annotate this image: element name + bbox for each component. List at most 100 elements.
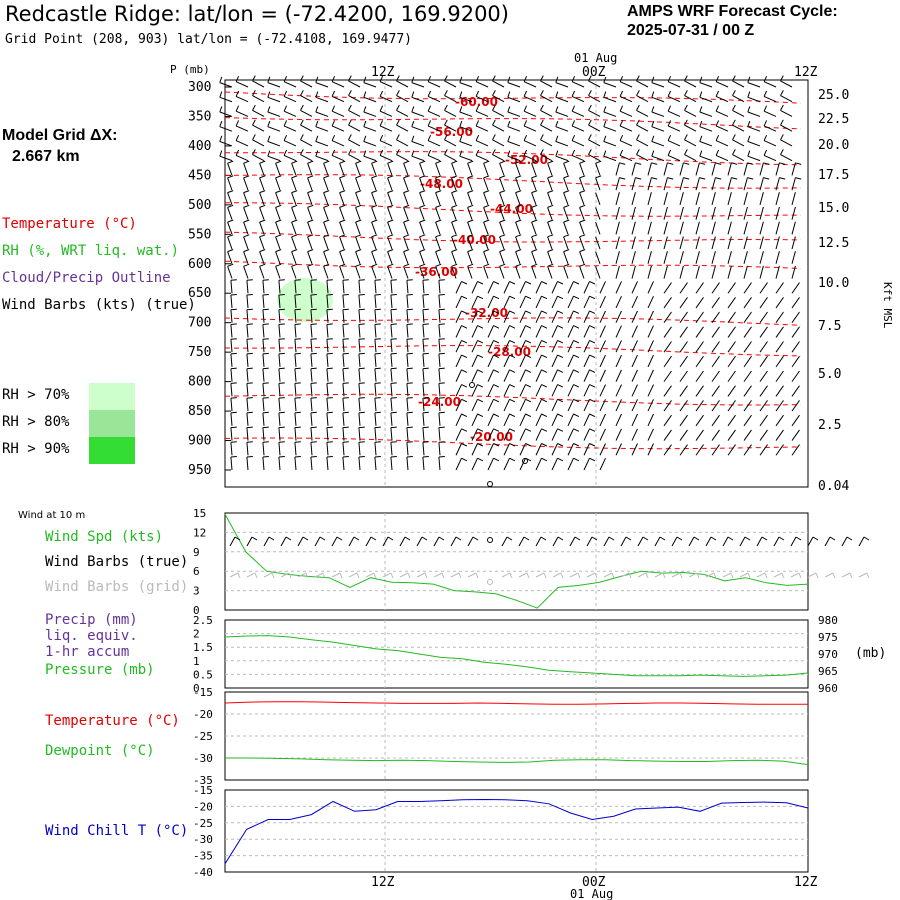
wind-barb-10m-flag [370,536,377,541]
wind-barb [715,95,729,103]
wind-barb [451,207,457,220]
wind-barb-flag [451,190,458,194]
wind-barb-flag [252,75,256,82]
wind-barb-grid [382,572,392,578]
wind-barb [763,95,777,103]
wind-barb-flag [492,75,496,82]
wind-barb [743,297,752,309]
wind-barb-flag [419,204,426,208]
isotherm-label: -32.00 [465,306,508,320]
wind-barb [467,163,473,176]
wind-barb [487,399,494,412]
wind-barb [619,110,633,117]
wind-barb [695,236,700,250]
wind-barb [467,236,473,250]
wind-barb [679,400,688,412]
wind-barb-flag [589,398,596,403]
wind-barb [507,111,521,117]
wind-barb-flag [525,369,532,373]
wind-barb-flag [235,105,240,112]
wind-barb [262,442,265,456]
wind-barb [471,384,478,397]
wind-barb-flag [603,106,607,113]
wind-barb-flag [422,294,429,296]
wind-barb [679,221,684,235]
wind-barb [531,251,537,264]
wind-barb [323,163,329,176]
wind-barb-10m [314,536,321,547]
wind-barb-flag [283,105,288,112]
wind-barb [535,325,542,338]
calm-marker [487,537,493,543]
wind-barb-flag [294,367,301,370]
wind-barb-flag [294,441,301,443]
wind-barb [267,141,281,147]
wind-barb-flag [461,413,468,418]
wind-barb [603,111,617,117]
wind-barb [471,354,478,368]
y-tick-label: 2 [193,628,200,641]
wind-barb-flag [315,106,319,113]
wind-barb-10m-flag [387,536,394,541]
wind-barb [467,177,473,191]
wind-barb-flag [331,75,336,82]
wind-barb-flag [557,310,564,314]
wind-barb [307,221,313,235]
wind-barb [230,368,233,382]
wind-barb [531,177,537,191]
wind-barb-flag [355,234,362,238]
wind-barb [615,265,620,279]
wind-barb-flag [475,105,480,112]
wind-barb-flag [509,369,516,373]
wind-barb-10m [705,536,712,547]
wind-barb [487,281,494,294]
wind-barb [743,326,752,338]
wind-barb-flag [315,91,319,98]
wind-barb-flag [300,149,304,155]
wind-barb [563,192,569,206]
wind-barb-flag [684,104,688,111]
wind-barb [503,340,510,353]
wind-barb [342,324,345,338]
wind-barb [684,109,697,117]
wind-barb [567,457,574,471]
wind-barb-flag [588,119,592,126]
height-tick-label: 12.5 [818,236,849,251]
wind-barb [487,325,494,338]
wind-barb-grid [535,572,545,578]
pressure-tick-label: 600 [188,257,211,272]
wind-barb [747,141,761,147]
wind-barb [294,309,297,323]
wind-barb-flag [509,339,516,344]
wind-barb-flag [307,160,314,164]
wind-barb-flag [419,219,426,223]
wind-barb [727,385,736,397]
wind-barb-grid-flag [356,572,360,579]
wind-barb-flag [477,398,484,403]
wind-barb-flag [780,75,784,82]
wind-barb-flag [310,323,317,325]
wind-barb [371,192,377,206]
wind-barb [775,341,784,353]
wind-barb [492,124,505,132]
wind-barb-flag [403,190,410,194]
wind-barb [523,125,537,132]
wind-barb-flag [371,219,378,223]
y-tick-label: -40 [193,866,213,879]
wind-barb-flag [589,339,596,344]
wind-barb-grid-flag [577,572,581,579]
wind-barb [315,141,329,147]
wind-barb [230,353,233,367]
wind-barb [422,442,425,456]
wind-barb-flag [444,90,448,96]
wind-barb [759,341,768,353]
wind-barb-grid [433,572,443,578]
wind-barb [342,442,345,456]
calm-marker-grid [487,579,493,585]
wind-barb [503,428,510,441]
wind-barb-flag [499,190,506,194]
wind-barb [278,324,281,338]
wind-barb-10m [348,536,355,547]
wind-barb [438,309,441,323]
wind-barb-flag [547,263,554,267]
